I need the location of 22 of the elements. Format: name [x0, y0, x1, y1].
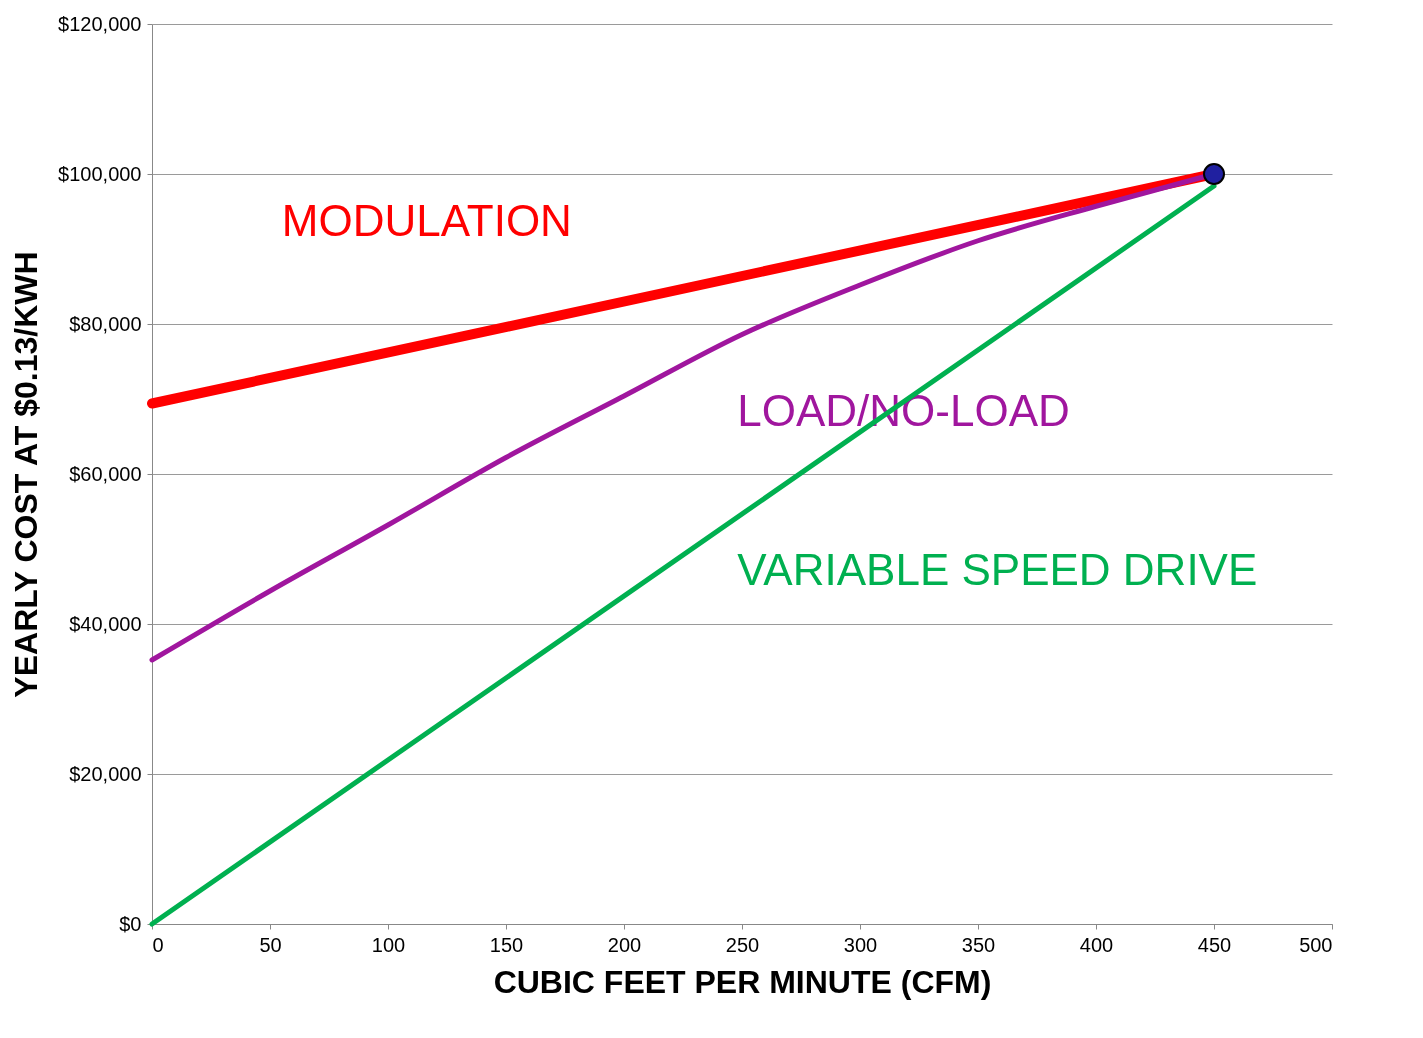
y-tick-label: $40,000: [69, 612, 142, 635]
x-tick-label: 500: [1299, 933, 1333, 956]
y-tick-label: $100,000: [58, 162, 142, 185]
x-tick-label: 0: [152, 933, 164, 956]
x-tick-label: 450: [1197, 933, 1232, 956]
x-tick-label: 50: [259, 933, 282, 956]
x-axis-title: CUBIC FEET PER MINUTE (CFM): [493, 963, 992, 1000]
x-tick-label: 200: [607, 933, 642, 956]
y-tick-label: $60,000: [69, 462, 142, 485]
y-tick-label: $80,000: [69, 312, 142, 335]
series-label: VARIABLE SPEED DRIVE: [737, 544, 1258, 594]
y-tick-label: $20,000: [69, 762, 142, 785]
x-tick-label: 300: [843, 933, 878, 956]
x-tick-label: 350: [961, 933, 996, 956]
y-axis-title: YEARLY COST AT $0.13/KWH: [8, 251, 45, 698]
y-tick-label: $120,000: [58, 12, 142, 35]
x-tick-label: 100: [371, 933, 406, 956]
y-tick-label: $0: [119, 912, 142, 935]
series-label: MODULATION: [281, 195, 572, 245]
x-tick-label: 150: [489, 933, 524, 956]
x-tick-label: 400: [1079, 933, 1114, 956]
x-tick-label: 250: [725, 933, 760, 956]
